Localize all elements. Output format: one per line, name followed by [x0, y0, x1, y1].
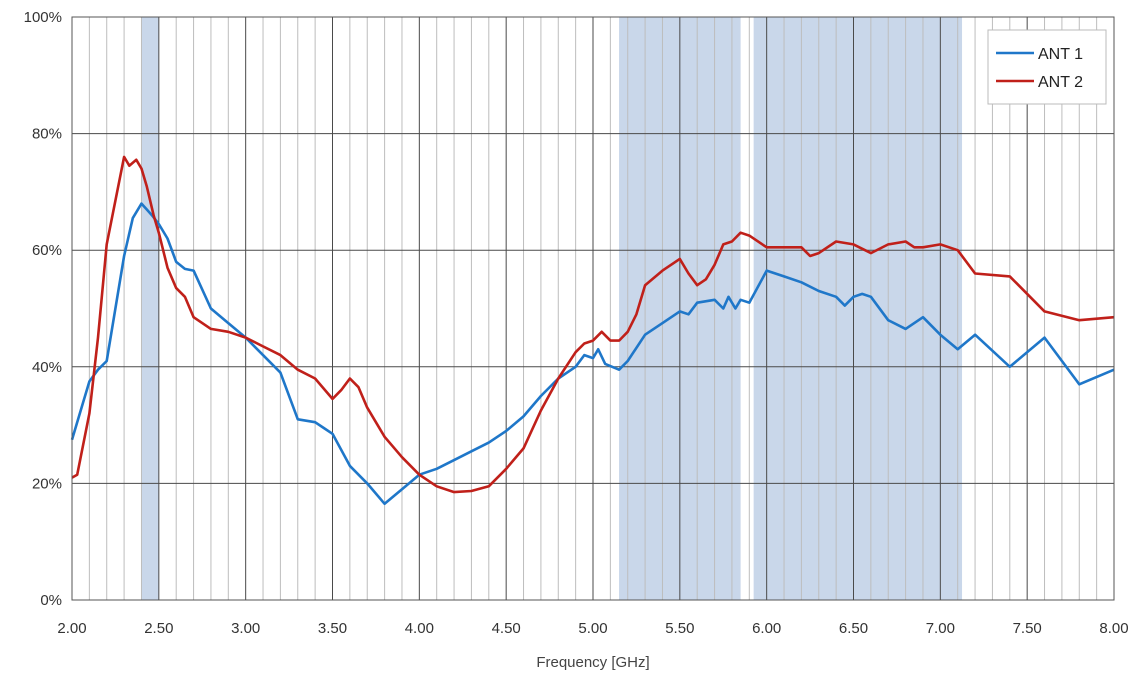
- x-tick-label: 5.00: [578, 620, 607, 637]
- x-tick-label: 6.00: [752, 620, 781, 637]
- legend-box: [987, 29, 1107, 105]
- minor-gridlines: [88, 17, 1098, 600]
- x-tick-label: 2.50: [144, 620, 173, 637]
- band-2: [753, 17, 963, 600]
- major-gridlines: [72, 17, 1114, 600]
- y-tick-label: 100%: [24, 9, 62, 26]
- y-tick-label: 80%: [32, 126, 62, 143]
- x-tick-label: 5.50: [665, 620, 694, 637]
- band-0: [141, 17, 159, 600]
- x-axis-tick-labels: 2.00 2.50 3.00 3.50 4.00 4.50 5.00 5.50 6.00 6.50…: [57, 620, 1128, 637]
- series-lines: [70, 155, 1115, 506]
- x-tick-label: 4.00: [405, 620, 434, 637]
- y-tick-label: 40%: [32, 359, 62, 376]
- y-tick-label: 60%: [32, 242, 62, 259]
- y-axis-tick-labels: 0% 20% 40% 60% 80% 100%: [24, 9, 62, 609]
- x-tick-label: 3.00: [231, 620, 260, 637]
- legend-label-ant1: ANT 1: [1038, 46, 1083, 63]
- x-tick-label: 3.50: [318, 620, 347, 637]
- x-tick-label: 7.50: [1013, 620, 1042, 637]
- legend: ANT 1 ANT 2: [987, 29, 1107, 105]
- legend-label-ant2: ANT 2: [1038, 74, 1083, 91]
- x-tick-label: 4.50: [492, 620, 521, 637]
- x-tick-label: 8.00: [1099, 620, 1128, 637]
- x-axis-title: Frequency [GHz]: [536, 654, 649, 671]
- x-tick-label: 6.50: [839, 620, 868, 637]
- series-line-ant2: [71, 155, 1115, 494]
- frequency-bands: [141, 17, 963, 600]
- y-tick-label: 0%: [40, 592, 62, 609]
- y-tick-label: 20%: [32, 475, 62, 492]
- x-tick-label: 2.00: [57, 620, 86, 637]
- plot-frame: [71, 16, 1115, 601]
- x-tick-label: 7.00: [926, 620, 955, 637]
